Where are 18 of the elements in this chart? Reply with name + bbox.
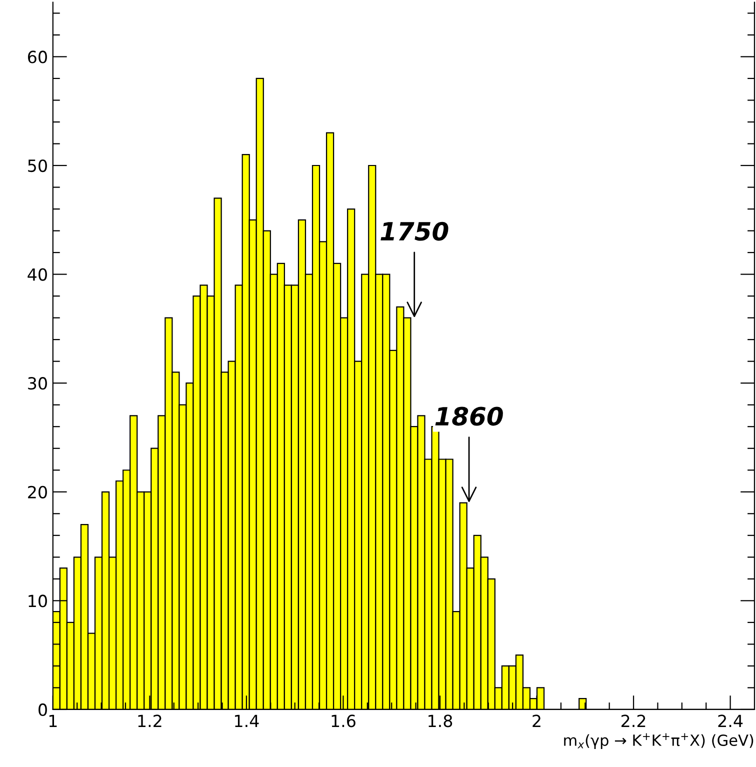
y-tick-label: 0	[38, 703, 47, 716]
x-tick-label: 1.2	[138, 714, 162, 727]
x-tick-label: 1.8	[428, 714, 452, 728]
y-tick-label: 30	[28, 377, 47, 390]
y-tick-label: 20	[28, 486, 47, 498]
x-tick-label: 1.6	[332, 714, 356, 728]
annotation: 1860	[435, 406, 503, 426]
y-tick-label: 60	[28, 50, 47, 64]
x-tick-label: 1.4	[235, 714, 259, 727]
x-tick-label: 1	[49, 714, 57, 727]
x-tick-label: 2.2	[621, 714, 646, 727]
x-tick-label: 2	[532, 714, 540, 727]
annotation: 1750	[380, 222, 448, 241]
y-tick-label: 50	[28, 159, 47, 172]
y-tick-label: 10	[28, 594, 47, 608]
x-tick-label: 2.4	[718, 714, 743, 727]
y-tick-label: 40	[28, 268, 47, 281]
text: m$_{x}$(γp → K$^{+}$K$^{+}$π$^{+}$X) (GeV)	[564, 733, 754, 749]
